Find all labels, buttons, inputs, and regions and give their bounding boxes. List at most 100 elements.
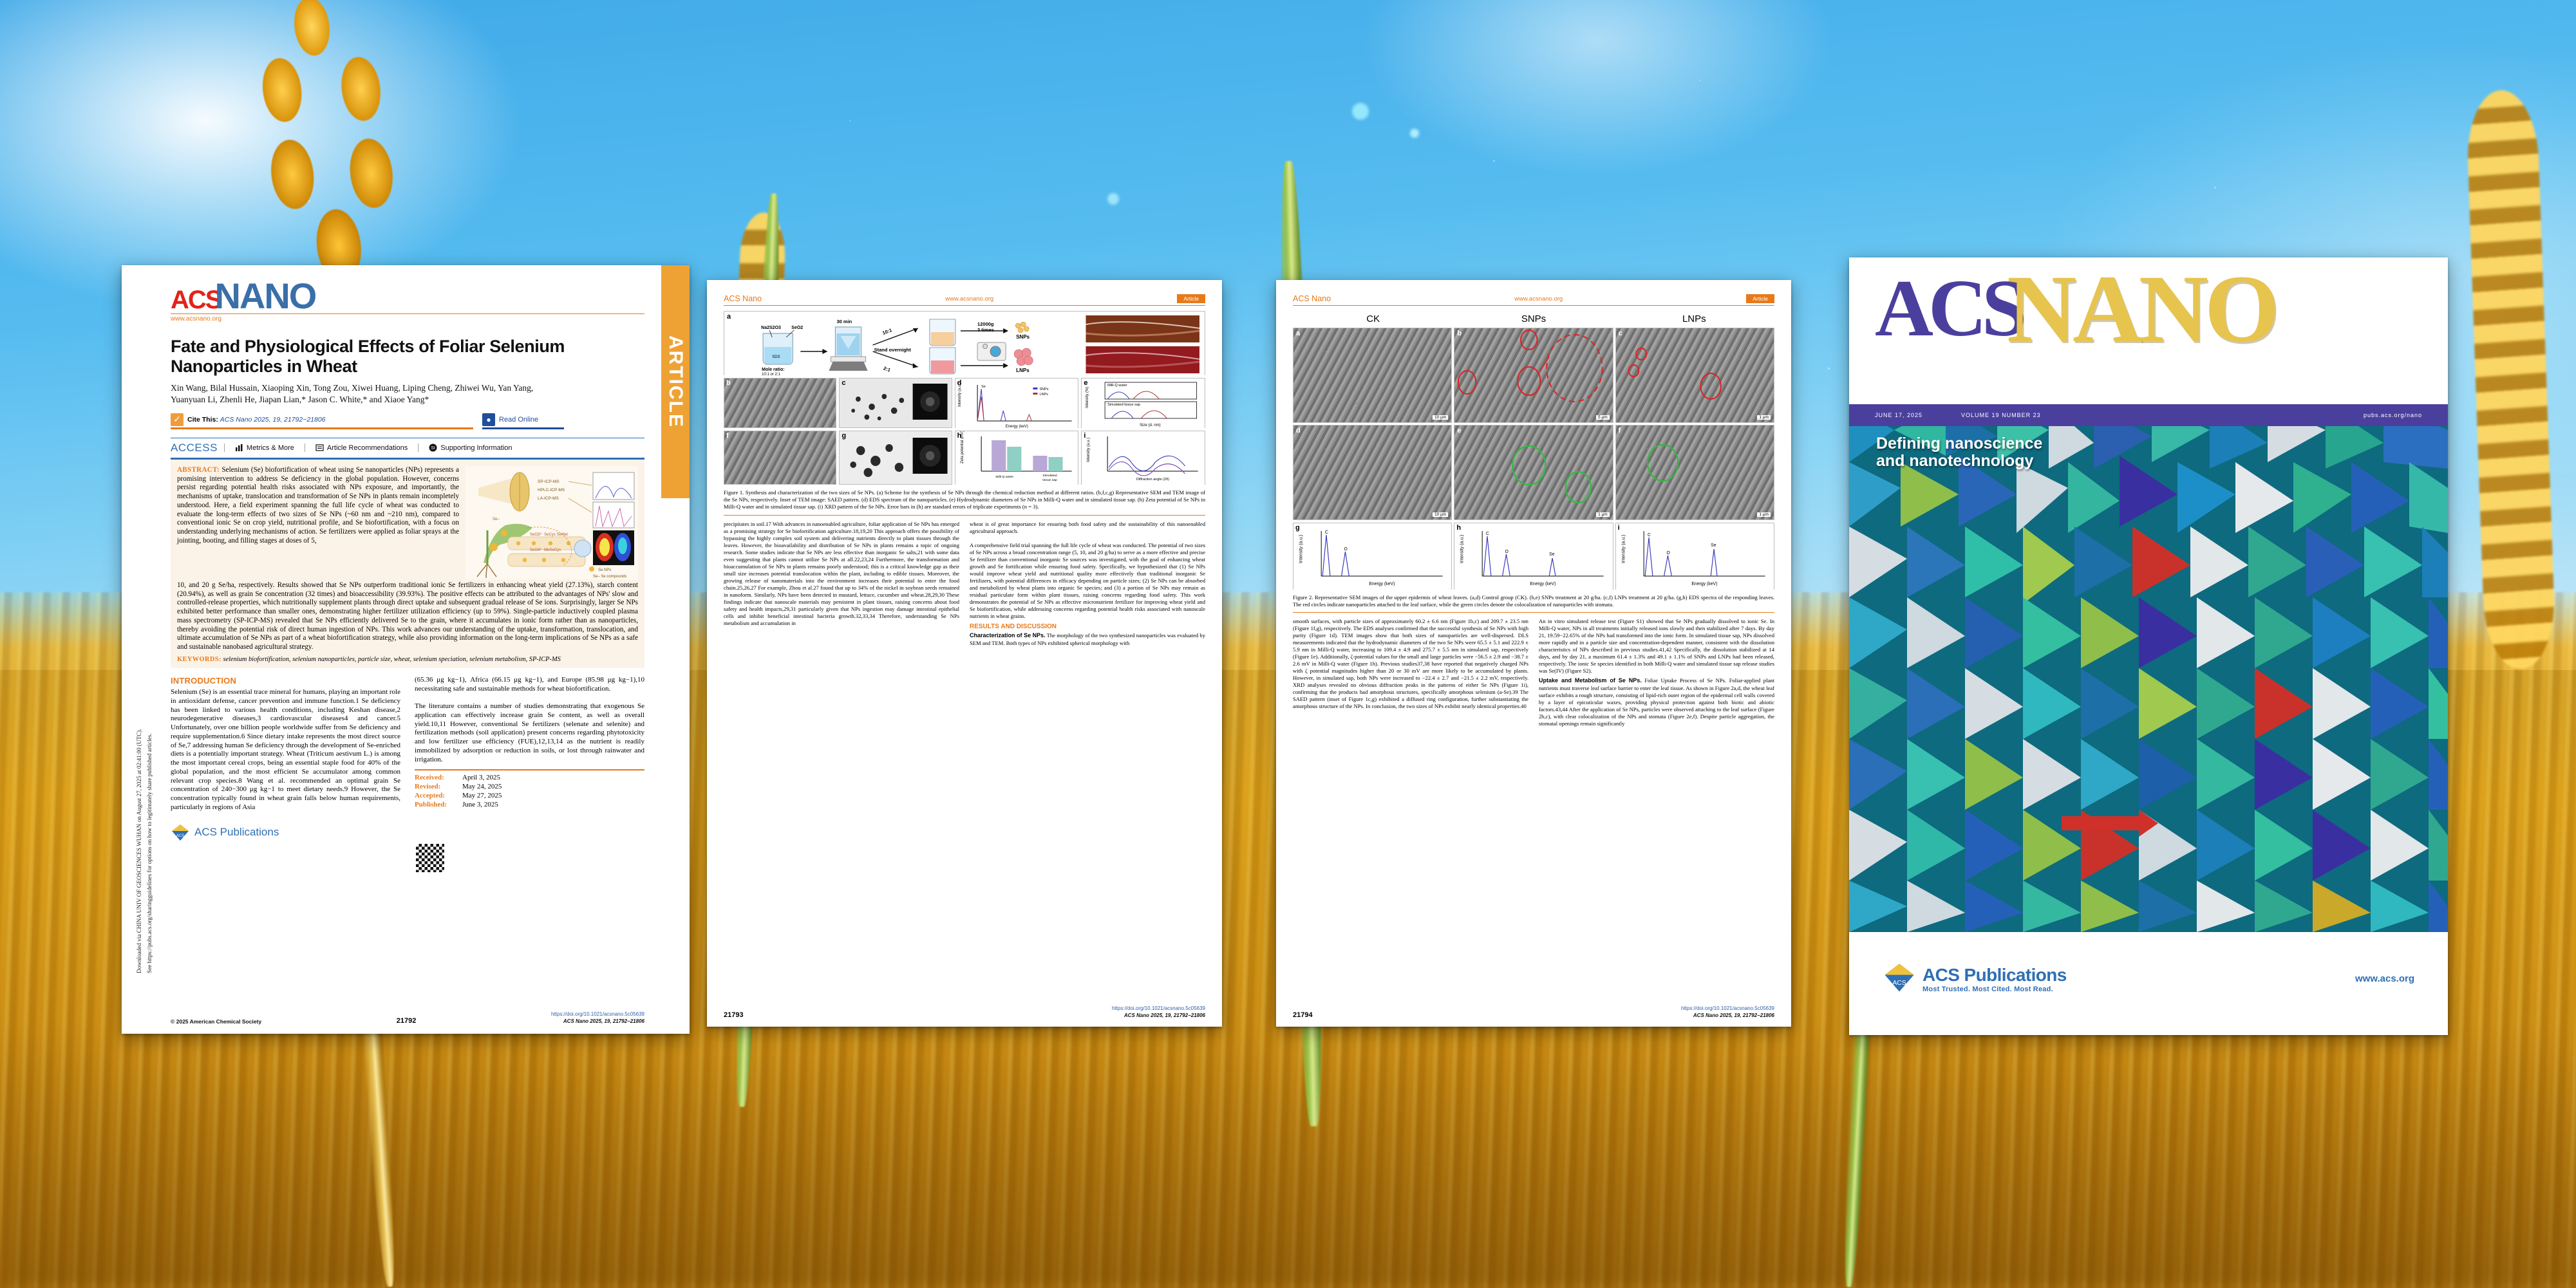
figure1-panel-e: e Milli-Q water Simulated tissue sap Siz… [1081,378,1205,429]
acs-nano-logo[interactable]: ACSNANO [171,278,644,314]
cover-footer: ACS ACS Publications Most Trusted. Most … [1849,932,2448,1035]
page3-column-1: smooth surfaces, with particle sizes of … [1293,618,1528,710]
metrics-and-more-label: Metrics & More [246,443,294,452]
svg-text:10:1 or 2:1: 10:1 or 2:1 [762,373,780,376]
figure2-caption: Figure 2. Representative SEM images of t… [1293,594,1774,608]
svg-text:Intensity (a.u.): Intensity (a.u.) [958,382,962,407]
doi-url-2[interactable]: https://doi.org/10.1021/acsnano.5c05639 [1112,1005,1205,1012]
figure2-row-3: g C O Energy (keV) Intensity (a.u.) h [1293,523,1774,590]
access-label[interactable]: ACCESS [171,441,218,454]
running-journal-url-3[interactable]: www.acsnano.org [1514,295,1563,303]
published-value: June 3, 2025 [462,800,498,808]
page-number-1: 21792 [396,1017,417,1025]
page2-head-rule [724,305,1205,306]
journal-cover[interactable]: JUNE 17, 2025 VOLUME 19 NUMBER 23 pubs.a… [1849,257,2448,1035]
svg-text:Se: Se [1711,543,1716,548]
article-page-2[interactable]: ACS Nano www.acsnano.org Article a Na2S2… [707,280,1222,1027]
article-tab: ARTICLE [661,265,690,498]
figure1-caption: Figure 1. Synthesis and characterization… [724,489,1205,510]
svg-text:Energy (keV): Energy (keV) [1530,582,1556,586]
acs-diamond-icon: ACS [171,823,190,842]
doi-cite-2: ACS Nano 2025, 19, 21792−21806 [1123,1012,1205,1018]
page3-footer: 21794 https://doi.org/10.1021/acsnano.5c… [1293,1005,1774,1019]
supporting-information-label: Supporting Information [440,443,512,452]
page2-footer: 21793 https://doi.org/10.1021/acsnano.5c… [724,1005,1205,1019]
svg-text:Mole ratio:: Mole ratio: [762,368,784,372]
svg-text:SNPs: SNPs [1039,387,1048,391]
doi-url-1[interactable]: https://doi.org/10.1021/acsnano.5c05639 [550,1011,644,1018]
panel2-label-d: d [1296,427,1301,434]
svg-text:SNPs: SNPs [1016,334,1029,340]
svg-text:Simulated: Simulated [1042,474,1057,478]
figure1-panel-d: d Energy (keV) Intensity (a.u.) SNPs LNP… [954,378,1079,429]
cover-publisher-text: ACS Publications Most Trusted. Most Cite… [1923,965,2067,993]
doi-block-2[interactable]: https://doi.org/10.1021/acsnano.5c05639 … [1112,1005,1205,1019]
page2-column-2-tail: The morphology of the two synthesized na… [970,632,1205,646]
svg-text:Intensity (%): Intensity (%) [1086,387,1089,408]
accepted-label: Accepted: [415,791,446,799]
cover-band-url[interactable]: pubs.acs.org/nano [2363,412,2422,418]
characterization-subheading: Characterization of Se NPs. [970,632,1046,639]
figure2-column-titles: CK SNPs LNPs [1293,313,1774,324]
article-badge-2: Article [1177,294,1205,303]
download-stamp-line-1: Downloaded via CHINA UNIV OF GEOSCIENCES… [136,729,142,973]
panel-label-a: a [727,313,731,321]
panel2-label-f: f [1618,427,1621,434]
figure1-panel-c: c [839,378,952,428]
figure1-panel-f: f [724,431,837,485]
cover-acs-url[interactable]: www.acs.org [2355,973,2414,984]
page2-column-2-text: wheat is of great importance for ensurin… [970,520,1205,619]
bokeh-dot-1 [1352,103,1369,120]
abstract-section: ABSTRACT: Selenium (Se) biofortification… [171,459,644,668]
figure2-panel-f: f 1 μm [1615,425,1774,520]
panel2-label-e: e [1457,427,1462,434]
author-list: Xin Wang, Bilal Hussain, Xiaoping Xin, T… [171,382,644,406]
citation-bar: ✓ Cite This: ACS Nano 2025, 19, 21792−21… [171,412,644,429]
journal-url[interactable]: www.acsnano.org [171,315,221,322]
svg-text:Intensity (a.u.): Intensity (a.u.) [1460,535,1465,563]
doi-block-1[interactable]: https://doi.org/10.1021/acsnano.5c05639 … [551,1011,644,1025]
cover-tagline-line-1: Defining nanoscience [1876,434,2043,453]
running-journal-url-2[interactable]: www.acsnano.org [945,295,994,303]
figure2-panel-h: h C O Se Energy (keV) Intensity (a.u.) [1454,523,1613,590]
date-row-revised: Revised: May 24, 2025 [415,783,644,792]
article-recommendations-link[interactable]: Article Recommendations [304,443,418,453]
published-label: Published: [415,800,447,808]
doi-block-3[interactable]: https://doi.org/10.1021/acsnano.5c05639 … [1681,1005,1774,1019]
intro-column-1: INTRODUCTION Selenium (Se) is an essenti… [171,676,400,874]
read-online-icon: ● [482,413,495,427]
page3-body-columns: smooth surfaces, with particle sizes of … [1293,618,1774,727]
panel-label-c: c [841,379,846,387]
cite-this-block[interactable]: ✓ Cite This: ACS Nano 2025, 19, 21792−21… [171,412,473,429]
figure2-row-2: d 10 μm e 1 μm f 1 μm [1293,425,1774,520]
svg-text:SeO3²⁻ SeCys SeMet: SeO3²⁻ SeCys SeMet [530,533,568,537]
svg-text:Se: Se [981,385,986,389]
panel2-label-c: c [1618,330,1622,337]
article-icon [315,443,324,452]
svg-text:2:1: 2:1 [883,365,891,373]
cite-this-label: Cite This: [187,416,218,424]
panel2-label-b: b [1457,330,1462,337]
svg-text:ACS: ACS [1892,980,1906,987]
svg-text:SeO4²⁻ MeSeCys: SeO4²⁻ MeSeCys [530,548,561,552]
svg-text:C: C [1648,533,1651,537]
cover-logo: ACS NANO [1875,261,2280,357]
figure1-panel-h: h Milli-Q water Simulated tissue sap Zet… [954,431,1079,485]
article-page-3[interactable]: ACS Nano www.acsnano.org Article CK SNPs… [1276,280,1791,1027]
page3-column-2-text: An in vitro simulated release test (Figu… [1539,618,1774,675]
synthesis-scheme: Na2S2O3 SeO2 SDS Mole ratio: 10:1 or 2:1… [724,312,1205,377]
acs-diamond-icon-cover: ACS [1883,960,1916,997]
metrics-and-more-link[interactable]: Metrics & More [223,443,305,453]
page2-column-1: precipitates in soil.17 With advances in… [724,520,959,626]
svg-text:Stand overnight: Stand overnight [874,347,912,353]
svg-text:C: C [1325,530,1328,535]
svg-text:LA-ICP-MS: LA-ICP-MS [538,496,559,501]
read-online-button[interactable]: ● Read Online [482,413,565,429]
page-title: Fate and Physiological Effects of Foliar… [171,336,565,376]
article-page-1[interactable]: Downloaded via CHINA UNIV OF GEOSCIENCES… [122,265,690,1034]
date-row-accepted: Accepted: May 27, 2025 [415,792,644,801]
column-title-ck: CK [1366,313,1380,324]
doi-url-3[interactable]: https://doi.org/10.1021/acsnano.5c05639 [1681,1005,1774,1012]
panel-label-g: g [841,432,847,440]
supporting-information-link[interactable]: SI Supporting Information [418,443,522,453]
